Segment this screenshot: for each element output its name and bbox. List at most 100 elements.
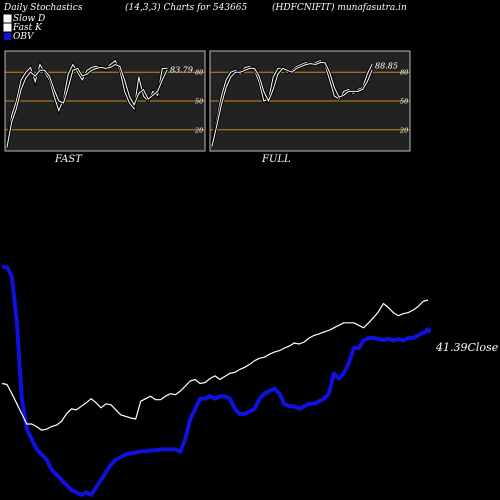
y-tick-label: 80 [400, 69, 408, 77]
data-point [268, 100, 269, 102]
data-point [129, 95, 130, 97]
data-point [296, 68, 298, 69]
data-point [305, 64, 307, 65]
data-point [34, 75, 36, 77]
data-point [258, 75, 260, 77]
data-point [138, 92, 140, 94]
data-point [143, 95, 144, 97]
data-point [296, 66, 298, 67]
data-point [221, 104, 222, 106]
fast-stochastic-panel: 80 50 20 83.79 [4, 50, 206, 152]
data-point [334, 87, 335, 88]
data-point [235, 71, 236, 73]
data-point [81, 79, 83, 81]
last-value-label: 88.85 [375, 62, 398, 71]
legend-label-fast-k: Fast K [12, 23, 43, 33]
data-point [310, 63, 312, 64]
y-tick-label: 20 [194, 126, 203, 134]
data-point [230, 76, 232, 78]
data-point [286, 71, 288, 73]
data-point [11, 121, 13, 123]
obv-close-chart [1, 265, 431, 497]
data-point [152, 91, 154, 92]
legend-swatch-fast-k [3, 23, 12, 32]
data-point [286, 69, 288, 71]
data-point [225, 87, 227, 88]
chart-params: (14,3,3) Charts for 543665 [125, 2, 247, 13]
data-point [235, 69, 236, 71]
data-point [77, 71, 78, 73]
data-point [119, 66, 121, 67]
y-tick-label: 20 [399, 126, 408, 134]
data-point [114, 64, 116, 65]
data-point [86, 69, 88, 71]
data-point [362, 89, 363, 90]
legend: Slow D Fast K OBV [3, 14, 45, 42]
data-point [58, 100, 60, 102]
data-point [221, 95, 222, 97]
data-point [129, 102, 130, 104]
data-point [166, 69, 168, 71]
data-point [352, 92, 354, 94]
data-point [63, 102, 64, 104]
data-point [91, 69, 93, 71]
data-point [319, 60, 321, 62]
legend-label-obv: OBV [13, 32, 35, 42]
data-point [91, 67, 93, 68]
data-point [277, 68, 279, 69]
data-point [30, 67, 31, 68]
data-point [53, 95, 55, 97]
data-point [161, 68, 163, 69]
data-point [20, 89, 22, 90]
data-point [244, 69, 246, 71]
data-point [86, 73, 88, 75]
data-point [343, 94, 345, 96]
data-point [272, 76, 274, 78]
data-point [143, 89, 144, 90]
data-point [157, 91, 159, 92]
data-point [305, 62, 307, 63]
data-point [239, 73, 241, 75]
data-point [371, 64, 373, 65]
data-point [110, 64, 111, 65]
data-point [58, 110, 60, 111]
data-point [72, 64, 74, 65]
legend-label-slow-d: Slow D [13, 14, 45, 24]
full-panel-label: FULL [261, 154, 291, 165]
data-point [254, 68, 255, 69]
data-point [147, 98, 149, 100]
obv-line [2, 265, 429, 497]
legend-swatch-obv [4, 33, 11, 40]
data-point [11, 115, 13, 116]
data-point [25, 77, 27, 79]
fast-panel-label: FAST [54, 154, 83, 165]
legend-swatch-slow-d [3, 14, 12, 23]
y-tick-label: 80 [195, 69, 203, 77]
data-point [77, 68, 78, 69]
data-point [291, 71, 293, 73]
data-point [216, 125, 218, 127]
data-point [100, 67, 102, 68]
y-tick-label: 50 [195, 98, 203, 106]
data-point [39, 64, 41, 65]
data-point [263, 91, 265, 92]
data-point [44, 69, 45, 71]
data-point [357, 91, 359, 92]
data-point [166, 68, 168, 69]
data-point [49, 75, 50, 77]
data-point [124, 91, 125, 92]
data-point [352, 91, 354, 92]
data-point [133, 108, 135, 110]
last-value-label: 83.79 [170, 65, 193, 74]
data-point [338, 96, 340, 98]
data-point [16, 108, 17, 110]
data-point [30, 71, 31, 73]
y-tick-label: 50 [400, 98, 408, 106]
chart-title: Daily Stochastics [3, 3, 83, 13]
data-point [277, 73, 279, 75]
data-point [366, 73, 368, 75]
data-point [211, 145, 213, 147]
data-point [249, 66, 251, 67]
data-point [152, 94, 154, 96]
data-point [315, 62, 316, 63]
